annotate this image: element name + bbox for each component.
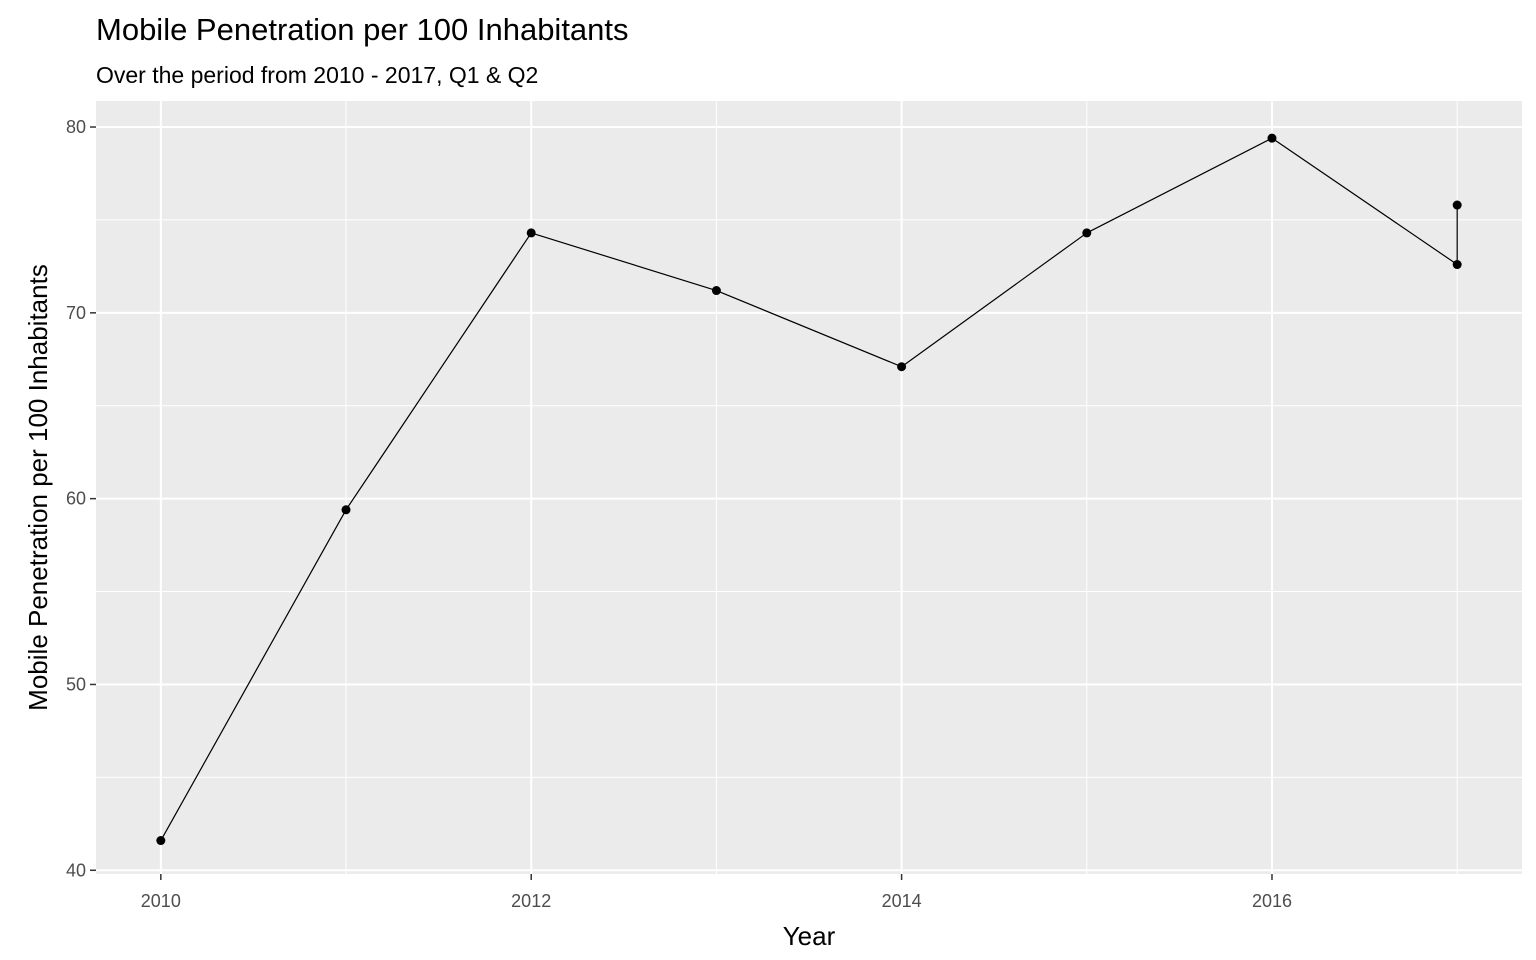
data-point bbox=[1452, 260, 1462, 270]
data-point bbox=[897, 362, 907, 372]
chart-subtitle: Over the period from 2010 - 2017, Q1 & Q… bbox=[96, 62, 539, 88]
data-point bbox=[341, 505, 351, 515]
x-tick-label: 2014 bbox=[882, 891, 922, 911]
y-tick-label: 40 bbox=[66, 860, 86, 880]
major-gridlines bbox=[96, 101, 1522, 874]
data-point bbox=[1267, 133, 1277, 143]
y-tick-label: 70 bbox=[66, 303, 86, 323]
data-point bbox=[526, 228, 536, 238]
x-axis-title: Year bbox=[783, 921, 836, 951]
y-tick-label: 80 bbox=[66, 117, 86, 137]
chart-title: Mobile Penetration per 100 Inhabitants bbox=[96, 12, 629, 47]
x-tick-label: 2012 bbox=[511, 891, 551, 911]
x-tick-label: 2016 bbox=[1252, 891, 1292, 911]
y-tick-label: 50 bbox=[66, 674, 86, 694]
data-point bbox=[1452, 200, 1462, 210]
data-point bbox=[156, 836, 166, 846]
tick-labels: 2010 2012 2014 2016 40 50 60 70 80 bbox=[66, 117, 1292, 911]
y-tick-label: 60 bbox=[66, 489, 86, 509]
axis-ticks bbox=[90, 126, 1273, 880]
data-point bbox=[711, 286, 721, 296]
plot-panel bbox=[96, 101, 1522, 874]
series-layer bbox=[156, 133, 1462, 846]
data-point bbox=[1082, 228, 1092, 238]
y-axis-title: Mobile Penetration per 100 Inhabitants bbox=[23, 264, 53, 711]
minor-gridlines bbox=[96, 101, 1522, 874]
x-tick-label: 2010 bbox=[141, 891, 181, 911]
